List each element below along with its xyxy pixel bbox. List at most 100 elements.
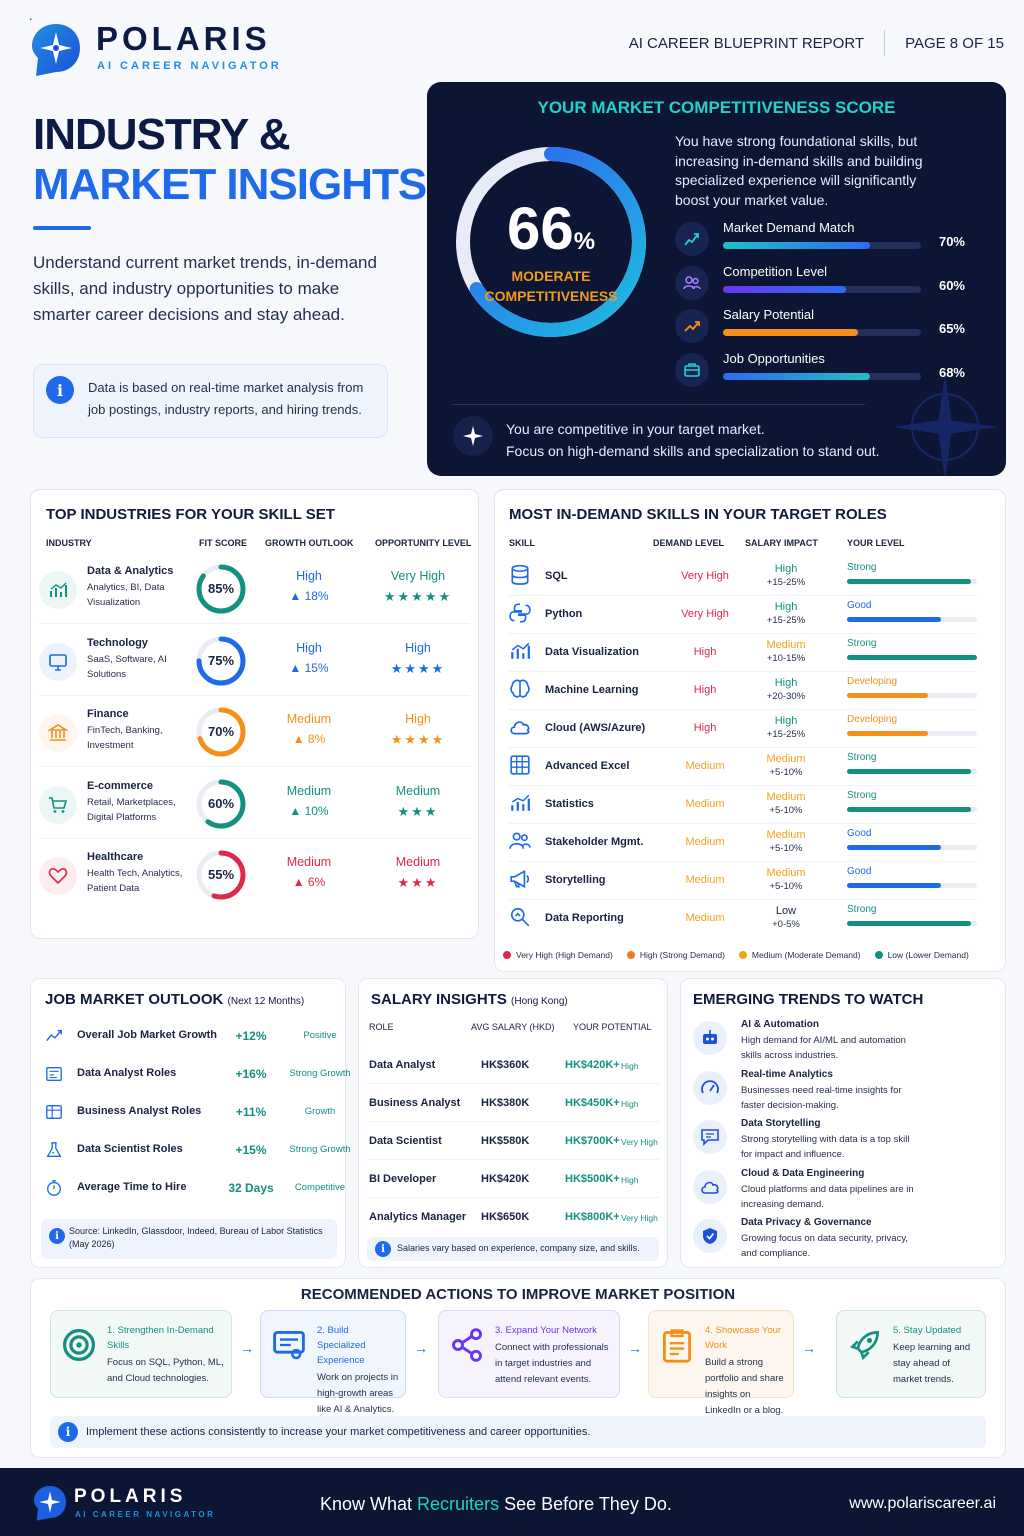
fit-score: 60%: [207, 795, 235, 811]
salary-impact-range: +20-30%: [766, 691, 806, 702]
industry-row: Healthcare Health Tech, Analytics, Patien…: [39, 843, 469, 914]
demand-level: Very High: [681, 608, 729, 620]
trends-title: EMERGING TRENDS TO WATCH: [693, 991, 924, 1008]
your-level: Strong: [847, 752, 877, 763]
salary-row: BI Developer HK$420K HK$500K+ High: [369, 1167, 659, 1197]
certificate-icon: [271, 1327, 309, 1365]
your-level: Good: [847, 828, 872, 839]
action-title: 5. Stay Updated: [893, 1325, 962, 1336]
level-bar-fill: [847, 921, 971, 926]
polaris-logo-icon: [34, 1486, 66, 1521]
your-level: Developing: [847, 714, 898, 725]
info-icon: i: [58, 1422, 78, 1442]
score-summary-line2: Focus on high-demand skills and speciali…: [506, 443, 880, 459]
row-divider: [367, 1121, 659, 1122]
your-level: Strong: [847, 904, 877, 915]
skill-name: Storytelling: [545, 874, 606, 886]
skill-name: SQL: [545, 570, 568, 582]
legend-label: Very High (High Demand): [516, 950, 613, 960]
fit-score-ring: [196, 779, 246, 828]
outlook-row: Business Analyst Roles +11% Growth: [45, 1101, 341, 1131]
demand-level: Medium: [685, 798, 725, 810]
outlook-label: Data Analyst Roles: [77, 1067, 177, 1079]
salary-impact-level: High: [774, 715, 798, 727]
level-bar: [847, 921, 977, 926]
skill-name: Data Reporting: [545, 912, 624, 924]
demand-level: High: [693, 722, 717, 734]
metric-bar-fill: [723, 242, 870, 249]
metric-salary: Salary Potential 65%: [675, 307, 975, 349]
industries-card: TOP INDUSTRIES FOR YOUR SKILL SET INDUST…: [30, 489, 479, 939]
salary-title-note: (Hong Kong): [511, 996, 568, 1007]
metric-label: Competition Level: [723, 264, 828, 279]
level-bar: [847, 655, 977, 660]
your-level: Strong: [847, 562, 877, 573]
action-title: 2. Build Specialized Experience: [317, 1325, 366, 1366]
salary-impact-range: +15-25%: [766, 729, 806, 740]
opportunity-level: Medium: [395, 855, 441, 869]
action-card: 1. Strengthen In-Demand Skills Focus on S…: [50, 1310, 232, 1398]
row-divider: [509, 785, 977, 786]
salary-impact: High +15-25%: [747, 714, 825, 742]
salary-average: HK$650K: [481, 1211, 530, 1223]
cloud-icon: [509, 716, 533, 740]
col-header-opportunity: OPPORTUNITY LEVEL: [375, 538, 472, 548]
industries-title: TOP INDUSTRIES FOR YOUR SKILL SET: [46, 506, 335, 523]
your-level: Good: [847, 866, 872, 877]
people-icon: [509, 830, 533, 854]
target-icon: [61, 1327, 99, 1365]
demand-legend: Very High (High Demand) High (Strong Dema…: [503, 950, 969, 960]
salary-potential-tag: Very High: [621, 1137, 658, 1147]
metric-job-opportunities: Job Opportunities 68%: [675, 351, 975, 393]
monitor-icon: [39, 642, 77, 681]
page-indicator: PAGE 8 OF 15: [905, 34, 1004, 52]
level-bar: [847, 807, 977, 812]
skill-row: Data Visualization High Medium +10-15% Stron…: [509, 634, 979, 672]
metric-bar-fill: [723, 373, 870, 380]
shield-icon: [693, 1219, 727, 1253]
row-divider: [509, 595, 977, 596]
trend-name: Real-time Analytics: [741, 1068, 833, 1080]
fit-score: 75%: [207, 652, 235, 668]
opportunity-level: Medium: [395, 783, 441, 798]
opportunity-stars: ★★★★★: [383, 589, 453, 604]
salary-potential-tag: Very High: [621, 1213, 658, 1223]
outlook-tag: Growth: [304, 1106, 336, 1117]
salary-impact-level: Medium: [766, 753, 806, 765]
action-content: 2. Build Specialized Experience Work on p…: [317, 1323, 399, 1418]
salary-impact-range: +0-5%: [772, 919, 800, 930]
salary-impact-level: Medium: [766, 829, 806, 841]
metric-label: Salary Potential: [723, 307, 815, 322]
robot-icon: [693, 1021, 727, 1055]
action-description: Focus on SQL, Python, ML, and Cloud tech…: [107, 1357, 224, 1384]
salary-average: HK$380K: [481, 1097, 530, 1109]
skill-row: Cloud (AWS/Azure) High High +15-25% Developi…: [509, 710, 979, 748]
demand-level: Medium: [685, 760, 725, 772]
salary-row: Data Scientist HK$580K HK$700K+ Very High: [369, 1129, 659, 1159]
salary-potential: HK$500K+: [565, 1173, 620, 1185]
industry-description: Retail, Marketplaces, Digital Platforms: [87, 796, 176, 823]
header-meta: AI CAREER BLUEPRINT REPORT PAGE 8 OF 15: [629, 30, 1004, 56]
outlook-value: +15%: [235, 1143, 267, 1157]
action-title: 1. Strengthen In-Demand Skills: [107, 1325, 214, 1351]
outlook-row: Overall Job Market Growth +12% Positive: [45, 1025, 341, 1055]
skill-name: Advanced Excel: [545, 760, 630, 772]
score-value: 66%: [451, 194, 651, 263]
arrow-right-icon: →: [802, 1340, 816, 1356]
salary-impact: High +20-30%: [747, 676, 825, 704]
opportunity-stars: ★★★: [397, 875, 439, 890]
level-bar: [847, 845, 977, 850]
demand-level: Medium: [685, 836, 725, 848]
growth-value: ▲ 6%: [292, 875, 326, 889]
action-description: Build a strong portfolio and share insig…: [705, 1357, 784, 1416]
compass-watermark-icon: [892, 374, 998, 476]
row-divider: [509, 823, 977, 824]
footer-url-link[interactable]: www.polariscareer.ai: [849, 1495, 996, 1512]
arrow-right-icon: →: [414, 1340, 428, 1356]
salary-note: i Salaries vary based on experience, com…: [367, 1237, 659, 1261]
growth-outlook: Medium: [286, 783, 332, 798]
actions-note-text: Implement these actions consistently to …: [86, 1426, 591, 1438]
actions-title: RECOMMENDED ACTIONS TO IMPROVE MARKET PO…: [300, 1286, 736, 1303]
col-header-role: ROLE: [369, 1022, 394, 1032]
action-content: 3. Expand Your Network Connect with profe…: [495, 1323, 613, 1388]
